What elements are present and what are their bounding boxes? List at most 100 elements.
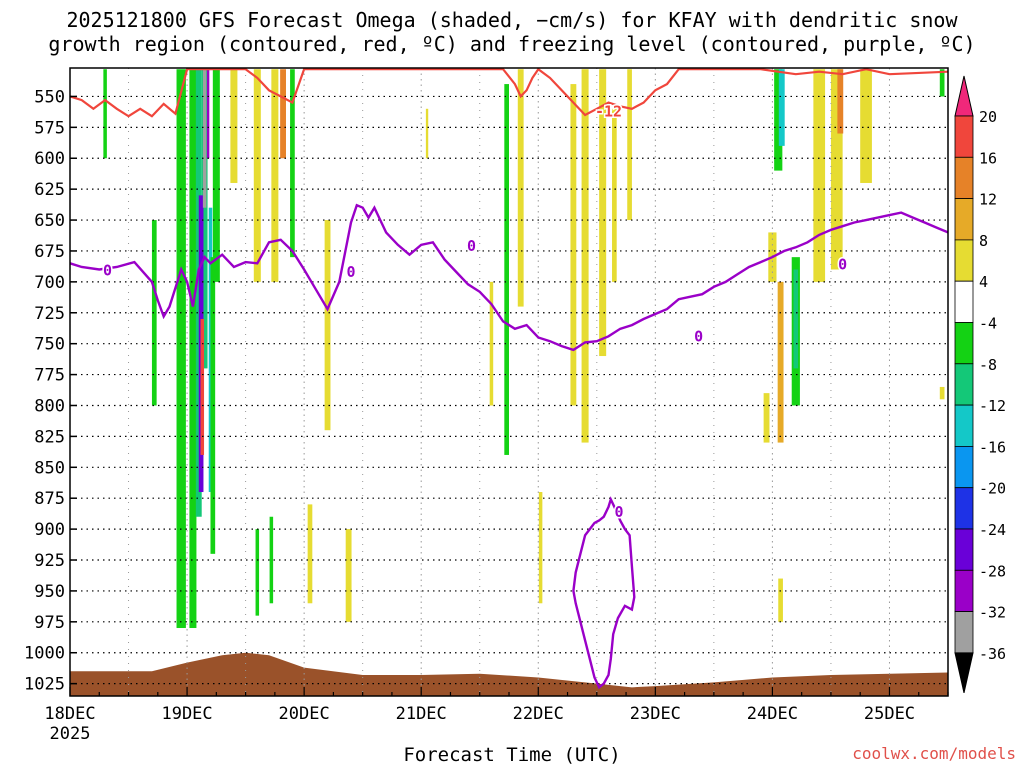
omega-patch bbox=[830, 69, 843, 270]
omega-patch bbox=[778, 69, 785, 146]
colorbar-band bbox=[954, 611, 974, 654]
colorbar-band bbox=[954, 239, 974, 282]
omega-patch bbox=[612, 108, 617, 282]
freezing-level-contour bbox=[69, 203, 949, 352]
contour-label: 0 bbox=[467, 237, 476, 255]
x-axis-label: Forecast Time (UTC) bbox=[403, 744, 621, 766]
y-tick-label: 800 bbox=[34, 396, 65, 416]
colorbar-label: 8 bbox=[979, 232, 988, 250]
x-tick-label: 19DEC bbox=[161, 704, 212, 724]
contour-label: 0 bbox=[103, 262, 112, 280]
omega-patch bbox=[860, 69, 872, 183]
x-axis: 18DEC 19DEC 20DEC 21DEC 22DEC 23DEC 24DEC 25DEC… bbox=[44, 687, 949, 744]
y-tick-label: 850 bbox=[34, 458, 65, 478]
omega-patch bbox=[269, 516, 274, 604]
y-tick-label: 625 bbox=[34, 180, 65, 200]
y-axis: 550 575 600 625 650 675 700 725 750 775 800 825 850 8… bbox=[24, 87, 77, 695]
colorbar-label: -16 bbox=[979, 438, 1006, 456]
contour-label: -12 bbox=[595, 102, 622, 120]
colorbar-label: 20 bbox=[979, 108, 997, 126]
omega-patch bbox=[324, 220, 331, 431]
plot-area: -12 0 0 0 0 0 0 bbox=[69, 67, 949, 697]
omega-patch bbox=[939, 386, 945, 400]
colorbar-label: -24 bbox=[979, 521, 1006, 539]
colorbar-band bbox=[954, 280, 974, 323]
omega-patch bbox=[599, 69, 607, 357]
omega-patch bbox=[837, 69, 844, 134]
contour-label: 0 bbox=[694, 327, 703, 345]
omega-patch bbox=[253, 69, 261, 282]
chart-title-line1: 2025121800 GFS Forecast Omega (shaded, −… bbox=[66, 8, 958, 32]
y-tick-label: 825 bbox=[34, 427, 65, 447]
omega-shading bbox=[103, 69, 945, 629]
grid bbox=[70, 68, 949, 696]
y-tick-label: 750 bbox=[34, 335, 65, 355]
y-tick-label: 775 bbox=[34, 366, 65, 386]
omega-patch bbox=[570, 84, 577, 406]
omega-patch bbox=[627, 69, 632, 221]
colorbar-bottom-arrow bbox=[954, 652, 974, 694]
contour-label: 0 bbox=[615, 503, 624, 521]
colorbar-band bbox=[954, 404, 974, 447]
omega-patch bbox=[307, 504, 313, 604]
y-tick-label: 725 bbox=[34, 304, 65, 324]
omega-patch bbox=[103, 69, 107, 159]
x-tick-year: 2025 bbox=[50, 724, 91, 744]
omega-patch bbox=[793, 269, 799, 369]
colorbar-label: 4 bbox=[979, 273, 988, 291]
colorbar-band bbox=[954, 487, 974, 530]
colorbar-band bbox=[954, 115, 974, 158]
omega-patch bbox=[778, 578, 783, 622]
x-tick-label: 21DEC bbox=[396, 704, 447, 724]
credit-link[interactable]: coolwx.com/models bbox=[852, 744, 1016, 763]
omega-patch bbox=[763, 393, 770, 443]
omega-patch bbox=[201, 69, 208, 369]
omega-patch bbox=[200, 318, 205, 455]
colorbar-band bbox=[954, 445, 974, 489]
terrain-surface bbox=[70, 652, 948, 696]
colorbar-band bbox=[954, 322, 974, 365]
contour-label: 0 bbox=[838, 256, 847, 274]
colorbar-band bbox=[954, 198, 974, 241]
y-tick-label: 875 bbox=[34, 489, 65, 509]
omega-patch bbox=[425, 108, 429, 159]
colorbar-label: -20 bbox=[979, 480, 1006, 498]
y-tick-label: 600 bbox=[34, 149, 65, 169]
x-tick-label: 23DEC bbox=[630, 704, 681, 724]
colorbar: 20 16 12 8 4 -4 -8 -12 -16 -20 -24 -28 -32 -36 bbox=[954, 75, 1006, 694]
y-tick-label: 900 bbox=[34, 520, 65, 540]
y-tick-label: 925 bbox=[34, 551, 65, 571]
colorbar-label: -36 bbox=[979, 645, 1006, 663]
y-tick-label: 675 bbox=[34, 242, 65, 262]
y-tick-label: 975 bbox=[34, 613, 65, 633]
omega-patch bbox=[151, 220, 157, 406]
freezing-level-loop bbox=[572, 496, 636, 690]
colorbar-label: -32 bbox=[979, 604, 1006, 622]
omega-patch bbox=[517, 69, 524, 307]
colorbar-label: -12 bbox=[979, 397, 1006, 415]
y-tick-label: 950 bbox=[34, 582, 65, 602]
omega-patch bbox=[202, 69, 207, 208]
omega-patch bbox=[280, 69, 286, 159]
omega-patch bbox=[774, 69, 783, 171]
colorbar-band bbox=[954, 156, 974, 200]
y-tick-label: 650 bbox=[34, 211, 65, 231]
omega-patch bbox=[271, 69, 279, 282]
dendritic-contour bbox=[69, 67, 949, 118]
colorbar-label: -28 bbox=[979, 562, 1006, 580]
x-tick-label: 24DEC bbox=[747, 704, 798, 724]
colorbar-label: 12 bbox=[979, 191, 997, 209]
contour-label: 0 bbox=[346, 263, 355, 281]
omega-patch bbox=[189, 69, 197, 629]
omega-patch bbox=[290, 69, 295, 258]
omega-patch bbox=[538, 492, 543, 604]
omega-patch bbox=[255, 529, 260, 616]
omega-patch bbox=[345, 529, 352, 622]
y-tick-label: 550 bbox=[34, 87, 65, 107]
omega-patch bbox=[777, 281, 784, 443]
colorbar-band bbox=[954, 363, 974, 406]
chart-title-line2: growth region (contoured, red, ºC) and f… bbox=[48, 32, 976, 56]
colorbar-label: -8 bbox=[979, 356, 997, 374]
y-tick-label: 700 bbox=[34, 273, 65, 293]
